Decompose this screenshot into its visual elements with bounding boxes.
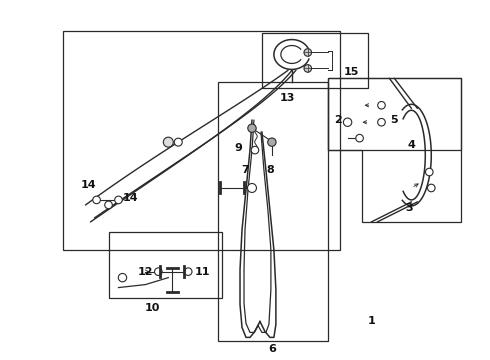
Circle shape: [115, 196, 122, 204]
Text: 3: 3: [406, 203, 413, 213]
Circle shape: [174, 138, 182, 146]
Text: 4: 4: [407, 140, 416, 150]
Text: 1: 1: [368, 316, 375, 327]
Circle shape: [356, 134, 364, 142]
Circle shape: [268, 138, 276, 146]
Circle shape: [154, 268, 162, 275]
Text: 12: 12: [138, 267, 153, 276]
Text: 5: 5: [391, 115, 398, 125]
Circle shape: [304, 49, 312, 56]
Text: 14: 14: [81, 180, 97, 190]
Circle shape: [378, 102, 385, 109]
Text: 7: 7: [241, 165, 249, 175]
Circle shape: [248, 124, 256, 132]
Text: 15: 15: [344, 67, 359, 77]
Circle shape: [378, 118, 385, 126]
Circle shape: [425, 168, 433, 176]
Text: 8: 8: [266, 165, 274, 175]
Text: 10: 10: [145, 302, 160, 312]
Circle shape: [251, 146, 259, 154]
Circle shape: [118, 274, 126, 282]
Circle shape: [247, 184, 256, 193]
Text: 9: 9: [234, 143, 242, 153]
Circle shape: [163, 137, 173, 147]
Circle shape: [304, 65, 312, 72]
Circle shape: [343, 118, 352, 126]
Text: 6: 6: [268, 345, 276, 354]
Circle shape: [93, 196, 100, 204]
Text: 13: 13: [280, 93, 295, 103]
Circle shape: [427, 184, 435, 192]
Text: 11: 11: [195, 267, 210, 276]
Text: 14: 14: [122, 193, 138, 203]
Text: 2: 2: [334, 115, 342, 125]
Circle shape: [184, 268, 192, 275]
Circle shape: [105, 201, 112, 209]
